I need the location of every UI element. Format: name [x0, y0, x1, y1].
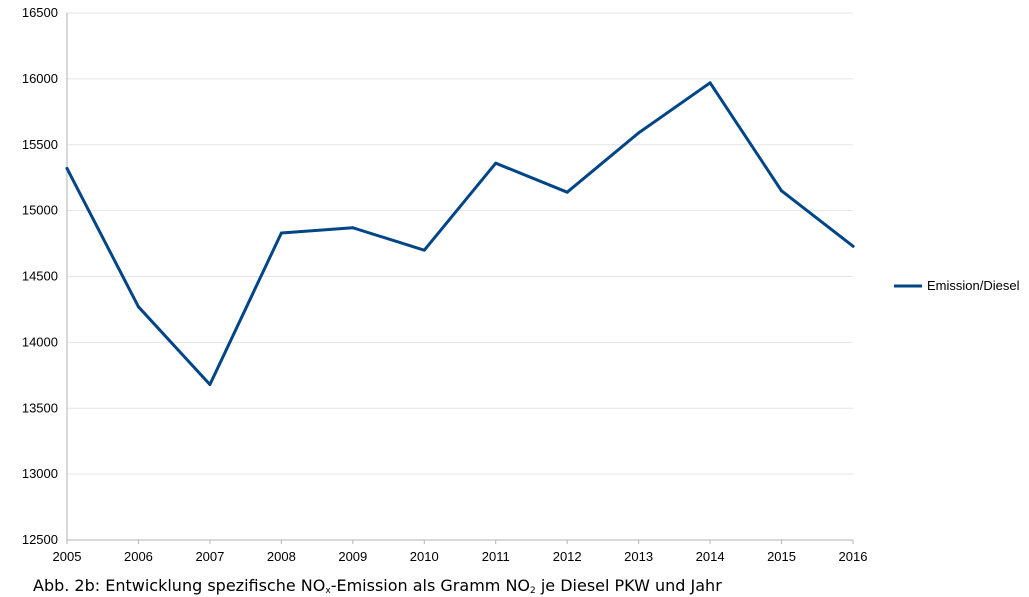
grid-lines	[67, 12, 853, 541]
axes	[66, 13, 854, 544]
caption-subscript-x: x	[325, 586, 331, 596]
data-point-2010	[422, 248, 426, 252]
y-tick-label-13000: 13000	[22, 466, 58, 481]
y-tick-label-14000: 14000	[22, 334, 58, 349]
data-point-2016	[851, 244, 855, 248]
caption-subscript-2: 2	[530, 586, 536, 596]
y-tick-label-13500: 13500	[22, 400, 58, 415]
x-tick-label-2006: 2006	[124, 549, 153, 564]
series-lines	[65, 81, 855, 387]
y-tick-label-15000: 15000	[22, 203, 58, 218]
legend: Emission/Diesel	[894, 278, 1020, 293]
data-point-2008	[279, 231, 283, 235]
y-tick-label-16500: 16500	[22, 5, 58, 20]
caption-suffix: je Diesel PKW und Jahr	[535, 576, 722, 595]
x-tick-label-2016: 2016	[839, 549, 868, 564]
data-point-2014	[708, 81, 712, 85]
x-tick-label-2005: 2005	[53, 549, 82, 564]
data-point-2009	[351, 226, 355, 230]
y-tick-label-12500: 12500	[22, 532, 58, 547]
x-tick-label-2015: 2015	[767, 549, 796, 564]
x-tick-label-2012: 2012	[553, 549, 582, 564]
x-tick-label-2013: 2013	[624, 549, 653, 564]
x-tick-label-2014: 2014	[696, 549, 725, 564]
figure-caption: Abb. 2b: Entwicklung spezifische NOx-Emi…	[33, 576, 722, 596]
data-point-2013	[637, 131, 641, 135]
x-tick-label-2008: 2008	[267, 549, 296, 564]
data-point-2006	[136, 305, 140, 309]
y-tick-label-16000: 16000	[22, 71, 58, 86]
data-point-2005	[65, 166, 69, 170]
y-tick-label-14500: 14500	[22, 269, 58, 284]
line-chart: 12500 13000 13500 14000 14500 15000 15500 16000…	[22, 5, 1020, 564]
series-line-0	[65, 81, 855, 387]
x-tick-label-2011: 2011	[482, 549, 510, 564]
caption-middle: -Emission als Gramm NO	[330, 576, 531, 595]
x-tick-labels: 2005 2006 2007 2008 2009 2010 2011 2012 2013 2014…	[53, 549, 868, 564]
caption-prefix: Abb. 2b: Entwicklung spezifische NO	[33, 576, 326, 595]
data-point-2012	[565, 190, 569, 194]
data-point-2011	[494, 161, 498, 165]
x-tick-label-2007: 2007	[195, 549, 224, 564]
data-point-2015	[780, 189, 784, 193]
x-tick-label-2009: 2009	[338, 549, 367, 564]
data-point-2007	[208, 383, 212, 387]
legend-label-emission-diesel: Emission/Diesel	[927, 278, 1020, 293]
y-tick-label-15500: 15500	[22, 137, 58, 152]
y-tick-labels: 12500 13000 13500 14000 14500 15000 15500 16000…	[22, 5, 58, 547]
x-tick-label-2010: 2010	[410, 549, 439, 564]
